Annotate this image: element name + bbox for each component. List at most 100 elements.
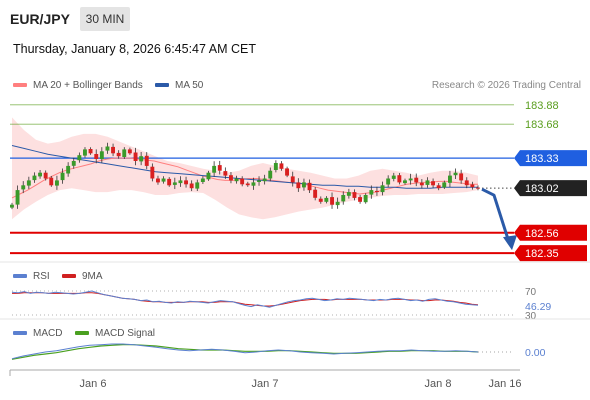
candle-body-61 bbox=[352, 192, 357, 198]
timestamp: Thursday, January 8, 2026 6:45:47 AM CET bbox=[13, 42, 256, 56]
candle-body-75 bbox=[431, 181, 435, 186]
candle-body-42 bbox=[245, 183, 250, 186]
candle-body-81 bbox=[464, 180, 469, 186]
candle-body-50 bbox=[290, 176, 295, 183]
level-label-2: 183.33 bbox=[525, 153, 559, 165]
x-tick-label-0: Jan 6 bbox=[80, 378, 107, 390]
candle-body-54 bbox=[313, 189, 318, 198]
bollinger-band-area bbox=[12, 117, 478, 220]
candle-body-80 bbox=[459, 173, 464, 181]
macd-signal-line bbox=[11, 344, 479, 360]
candle-body-1 bbox=[15, 190, 20, 205]
candle-body-35 bbox=[206, 172, 211, 180]
candle-body-74 bbox=[425, 180, 430, 185]
candle-body-5 bbox=[38, 172, 42, 177]
x-tick-label-3: Jan 16 bbox=[488, 378, 521, 390]
legend-rsi-label: RSI bbox=[33, 271, 50, 282]
candle-body-15 bbox=[94, 154, 99, 159]
candle-body-69 bbox=[397, 175, 402, 183]
macd-current-label: 0.00 bbox=[525, 347, 546, 359]
legend-rsi-ma-label: 9MA bbox=[82, 271, 103, 282]
level-label-5: 182.35 bbox=[525, 248, 559, 260]
legend-rsi-ma: 9MA bbox=[62, 271, 103, 282]
candle-body-58 bbox=[335, 201, 340, 206]
rsi-level-label-0: 70 bbox=[525, 287, 537, 298]
candle-body-19 bbox=[116, 152, 121, 157]
level-lines bbox=[10, 104, 514, 255]
candle-body-82 bbox=[470, 184, 475, 188]
candle-body-34 bbox=[200, 178, 205, 182]
candle-body-12 bbox=[77, 155, 82, 161]
macd-line bbox=[11, 343, 479, 360]
candle-body-29 bbox=[172, 182, 177, 185]
candle-body-13 bbox=[83, 149, 87, 156]
legend-macd-signal: MACD Signal bbox=[75, 328, 155, 339]
level-tag-2 bbox=[514, 150, 587, 167]
candle-body-11 bbox=[71, 161, 76, 166]
candle-body-30 bbox=[178, 180, 183, 184]
candle-body-9 bbox=[60, 172, 65, 181]
candle-body-20 bbox=[122, 149, 127, 157]
symbol-title: EUR/JPY bbox=[10, 11, 70, 27]
candle-body-77 bbox=[442, 182, 447, 188]
candle-body-59 bbox=[341, 195, 346, 202]
candle-body-64 bbox=[369, 190, 374, 195]
level-labels: 183.88 183.68 183.33 183.02 182.56 182.35 bbox=[514, 100, 587, 262]
candle-body-65 bbox=[375, 190, 379, 193]
candle-body-39 bbox=[229, 175, 233, 181]
candle-body-78 bbox=[448, 175, 452, 183]
candle-body-49 bbox=[285, 168, 289, 176]
legend-macd-signal-swatch bbox=[75, 331, 89, 336]
candle-body-48 bbox=[279, 163, 284, 169]
candle-body-26 bbox=[156, 178, 160, 183]
candle-body-44 bbox=[257, 180, 261, 182]
forecast-arrowhead bbox=[503, 235, 517, 251]
rsi-level-label-1: 30 bbox=[525, 311, 537, 322]
candle-body-70 bbox=[403, 180, 407, 184]
legend-macd-signal-label: MACD Signal bbox=[95, 328, 156, 339]
candle-body-57 bbox=[330, 197, 334, 205]
level-tag-5 bbox=[514, 245, 587, 262]
candle-body-32 bbox=[189, 183, 194, 189]
candle-body-7 bbox=[49, 177, 54, 186]
bollinger-band bbox=[12, 117, 478, 220]
legend-ma50-swatch bbox=[155, 83, 169, 88]
candle-body-51 bbox=[296, 182, 301, 189]
candle-body-16 bbox=[99, 151, 104, 160]
forecast-arrow-shaft bbox=[481, 187, 510, 240]
candle-body-22 bbox=[133, 152, 138, 161]
x-tick-label-1: Jan 7 bbox=[252, 378, 279, 390]
candle-body-40 bbox=[234, 178, 239, 182]
candle-body-72 bbox=[414, 177, 419, 183]
candle-body-63 bbox=[363, 195, 368, 203]
level-tag-4 bbox=[514, 224, 587, 241]
candle-body-41 bbox=[240, 178, 245, 185]
x-axis: Jan 6 Jan 7 Jan 8 Jan 16 bbox=[0, 261, 590, 390]
candle-body-23 bbox=[139, 156, 144, 162]
candles bbox=[10, 142, 480, 210]
candle-body-68 bbox=[391, 175, 396, 179]
candle-body-73 bbox=[419, 182, 424, 186]
legend-macd-label: MACD bbox=[33, 328, 63, 339]
candle-body-4 bbox=[32, 175, 37, 181]
candle-body-60 bbox=[346, 192, 351, 196]
candle-body-6 bbox=[43, 172, 48, 179]
timeframe-badge[interactable]: 30 MIN bbox=[80, 7, 130, 31]
candle-body-8 bbox=[55, 180, 59, 186]
moving-averages bbox=[11, 145, 478, 199]
candle-body-18 bbox=[111, 146, 115, 154]
candle-body-38 bbox=[223, 171, 228, 176]
candle-body-56 bbox=[324, 197, 329, 202]
legend-macd-swatch bbox=[13, 331, 27, 336]
candle-body-31 bbox=[184, 180, 188, 185]
candle-body-79 bbox=[453, 172, 458, 176]
candle-body-25 bbox=[150, 166, 155, 179]
legend-rsi-ma-swatch bbox=[62, 274, 76, 279]
candle-body-66 bbox=[380, 185, 385, 193]
rsi-current-label: 46.29 bbox=[525, 301, 551, 313]
legend-macd: MACD bbox=[13, 328, 62, 339]
candle-body-28 bbox=[167, 178, 172, 186]
candle-body-62 bbox=[358, 197, 362, 202]
